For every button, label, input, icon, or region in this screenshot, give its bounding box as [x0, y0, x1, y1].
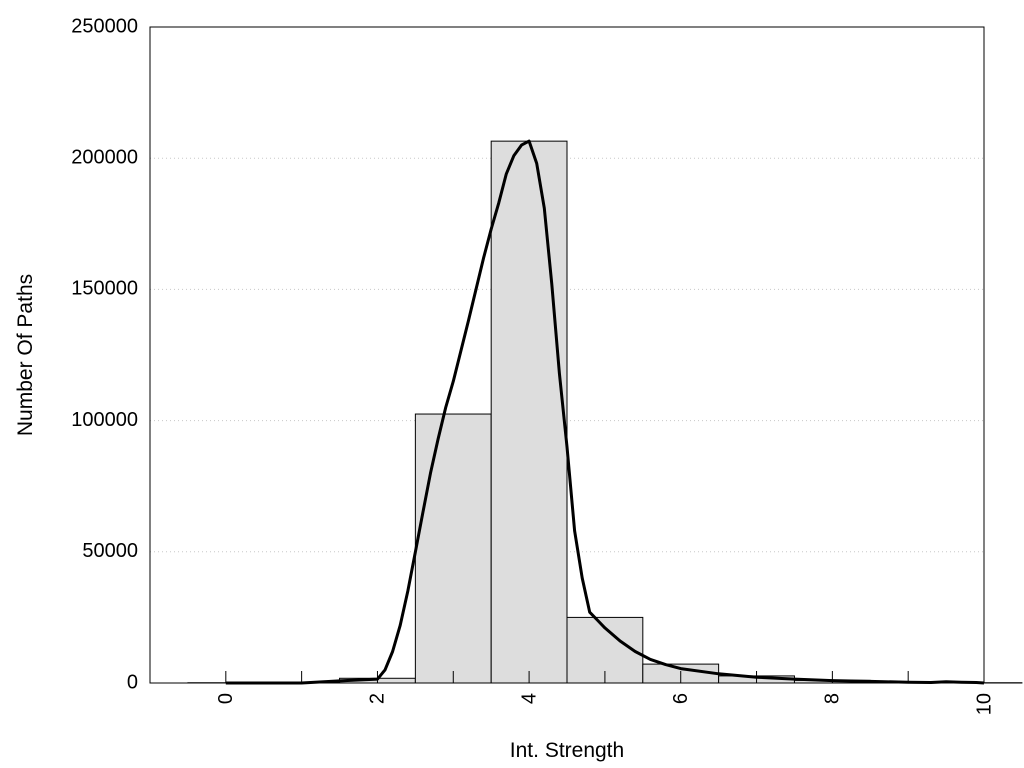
- x-tick-label: 6: [670, 693, 692, 704]
- x-axis-ticks: 0 2 4 6 8 10: [215, 671, 995, 715]
- y-tick-label: 250000: [71, 15, 138, 37]
- y-axis-title: Number Of Paths: [14, 274, 37, 436]
- histogram-bars: [187, 140, 1023, 684]
- x-tick-label: 2: [367, 693, 389, 704]
- x-tick-label: 4: [518, 693, 540, 704]
- y-tick-label: 150000: [71, 278, 138, 300]
- y-tick-label: 200000: [71, 146, 138, 168]
- x-tick-label: 10: [973, 693, 995, 715]
- fit-curve: [225, 139, 985, 685]
- x-tick-label: 0: [215, 693, 237, 704]
- plot-frame: [149, 26, 985, 684]
- histogram-bar: [414, 413, 492, 684]
- x-axis-title: Int. Strength: [510, 739, 624, 762]
- histogram-bar: [490, 140, 568, 684]
- y-tick-label: 0: [127, 671, 138, 693]
- y-tick-label: 100000: [71, 409, 138, 431]
- x-tick-label: 8: [822, 693, 844, 704]
- y-axis-ticks: 0 50000 100000 150000 200000 250000: [71, 15, 138, 693]
- y-tick-label: 50000: [82, 540, 138, 562]
